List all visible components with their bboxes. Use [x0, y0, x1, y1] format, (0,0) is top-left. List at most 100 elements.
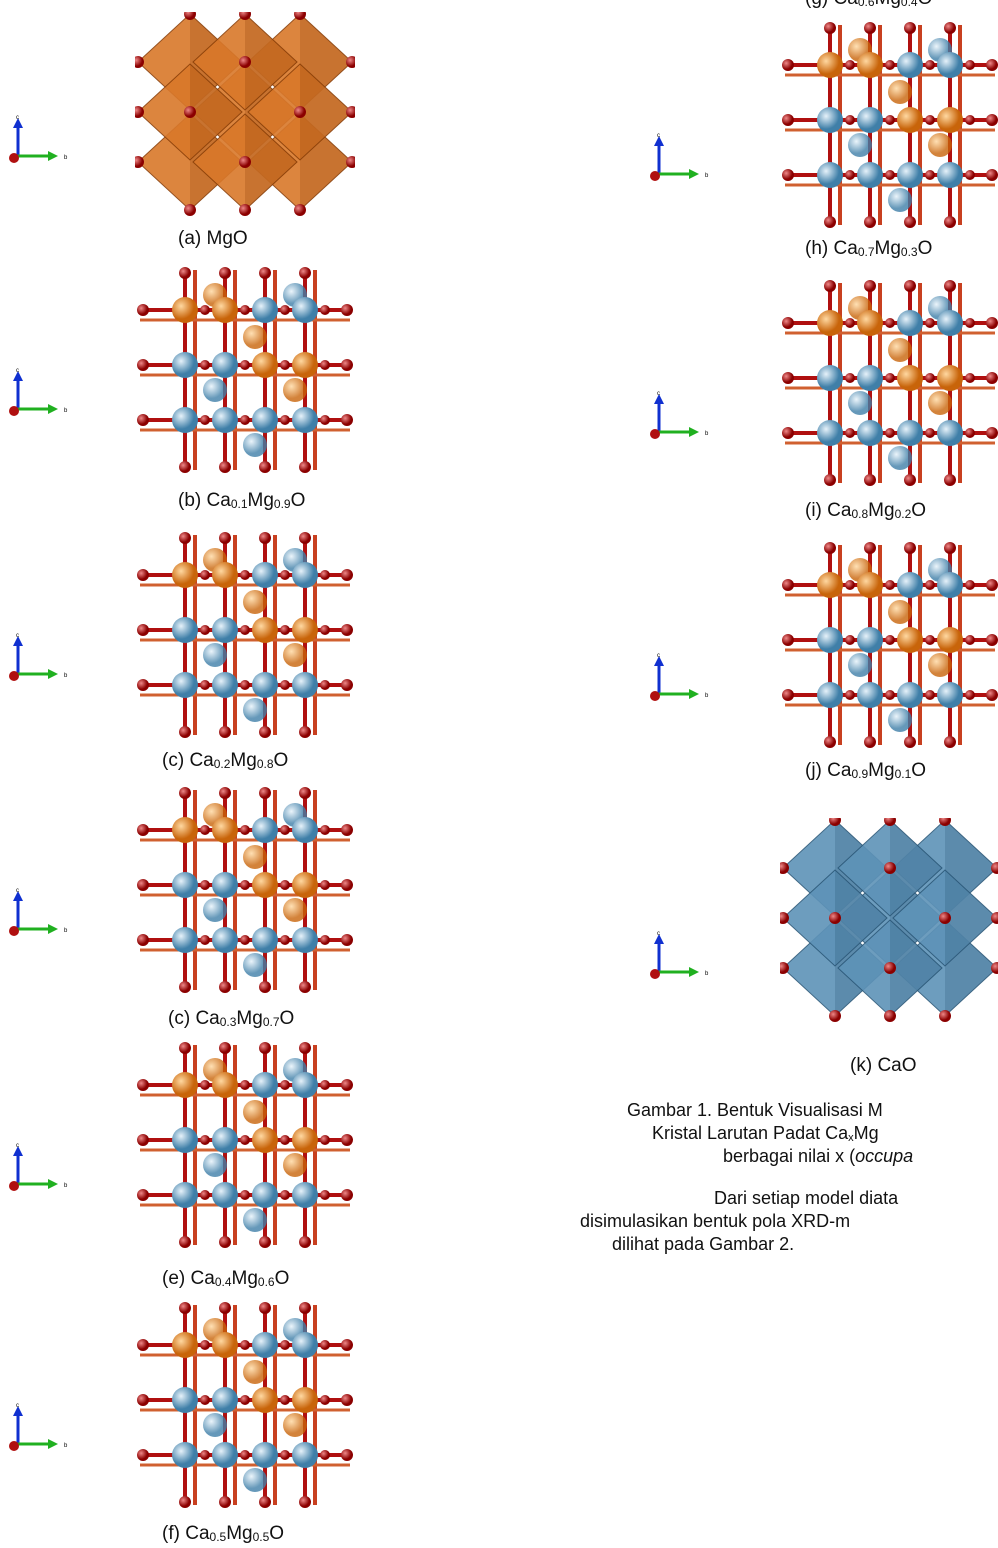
cation: [292, 1387, 318, 1413]
oxygen: [845, 690, 855, 700]
formula-part: O: [275, 1268, 290, 1289]
oxygen: [200, 625, 210, 635]
oxygen: [179, 1236, 191, 1248]
axis-indicator: cb: [4, 1400, 74, 1460]
formula-part: O: [918, 0, 933, 9]
oxygen: [341, 569, 353, 581]
oxygen: [179, 267, 191, 279]
formula-part: Ca: [834, 238, 858, 259]
oxygen: [239, 56, 251, 68]
cation: [857, 682, 883, 708]
cation: [888, 708, 912, 732]
formula-part: 0.5: [253, 1530, 270, 1544]
cation: [928, 133, 952, 157]
oxygen: [986, 689, 998, 701]
arrow: [689, 967, 699, 977]
oxygen: [341, 414, 353, 426]
oxygen: [925, 318, 935, 328]
cation: [937, 310, 963, 336]
axis-a: [650, 969, 660, 979]
oxygen: [885, 115, 895, 125]
oxygen: [280, 1395, 290, 1405]
oxygen: [884, 862, 896, 874]
cation: [212, 1072, 238, 1098]
oxygen: [864, 474, 876, 486]
formula-part: Mg: [868, 760, 894, 781]
oxygen: [965, 170, 975, 180]
lattice: [782, 542, 998, 748]
axis-a: [9, 153, 19, 163]
oxygen: [179, 787, 191, 799]
oxygen: [219, 532, 231, 544]
oxygen: [341, 679, 353, 691]
axis-label: b: [705, 693, 709, 699]
cation: [292, 1442, 318, 1468]
figure-caption: (k) CaO: [850, 1055, 917, 1077]
formula-part: Mg: [875, 0, 901, 9]
oxygen: [782, 579, 794, 591]
formula-part: Mg: [868, 500, 894, 521]
oxygen: [885, 635, 895, 645]
oxygen: [986, 427, 998, 439]
formula-part: MgO: [207, 228, 248, 249]
formula-part: Mg: [236, 1008, 262, 1029]
crystal-image: [135, 12, 355, 222]
oxygen: [341, 1394, 353, 1406]
cation: [292, 927, 318, 953]
cation: [243, 433, 267, 457]
cation: [817, 365, 843, 391]
axis-a: [9, 926, 19, 936]
oxygen: [184, 106, 196, 118]
axis-label: b: [705, 971, 709, 977]
oxygen: [884, 1010, 896, 1022]
figure-caption: (c) Ca0.2Mg0.8O: [162, 750, 288, 772]
oxygen: [965, 580, 975, 590]
oxygen: [200, 1190, 210, 1200]
cation: [243, 698, 267, 722]
arrow: [48, 1439, 58, 1449]
axis-a: [9, 406, 19, 416]
oxygen: [341, 934, 353, 946]
octahedra: [135, 12, 355, 216]
oxygen: [824, 474, 836, 486]
oxygen: [925, 690, 935, 700]
axis-a: [9, 1181, 19, 1191]
formula-part: O: [918, 238, 933, 259]
caption-line: Gambar 1. Bentuk Visualisasi M: [627, 1100, 883, 1121]
oxygen: [885, 428, 895, 438]
oxygen: [137, 414, 149, 426]
cation: [897, 572, 923, 598]
oxygen: [259, 1042, 271, 1054]
formula-part: Ca: [189, 750, 213, 771]
cation: [172, 927, 198, 953]
oxygen: [925, 580, 935, 590]
oxygen: [240, 360, 250, 370]
oxygen: [179, 461, 191, 473]
formula-part: 0.2: [895, 507, 912, 521]
cation: [937, 420, 963, 446]
oxygen: [864, 736, 876, 748]
oxygen: [782, 317, 794, 329]
caption-text: occupa: [855, 1146, 913, 1166]
cation: [243, 1468, 267, 1492]
axis-label: c: [16, 368, 19, 374]
cation: [172, 1442, 198, 1468]
cation: [283, 643, 307, 667]
caption-text: berbagai nilai x (: [723, 1146, 855, 1166]
cation: [888, 338, 912, 362]
oxygen: [341, 879, 353, 891]
page: cb(a) MgO cb(b) Ca0.1Mg0.9O cb(c) Ca0.2M…: [0, 0, 998, 1548]
arrow: [48, 924, 58, 934]
cation: [252, 562, 278, 588]
axis-indicator: cb: [645, 130, 715, 190]
oxygen: [240, 305, 250, 315]
cation: [172, 872, 198, 898]
oxygen: [137, 1394, 149, 1406]
cation: [817, 572, 843, 598]
oxygen: [320, 625, 330, 635]
oxygen: [782, 689, 794, 701]
formula-part: Ca: [834, 0, 858, 9]
oxygen: [137, 934, 149, 946]
oxygen: [200, 680, 210, 690]
oxygen: [986, 59, 998, 71]
